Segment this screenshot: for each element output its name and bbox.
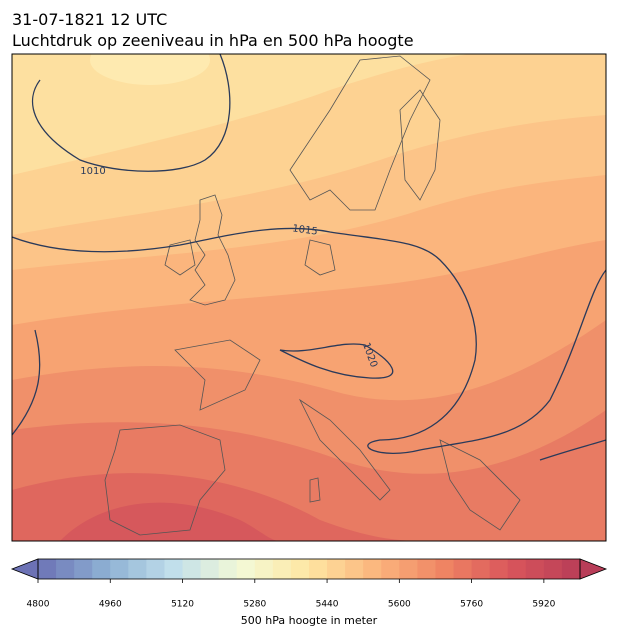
colorbar-segment (92, 559, 111, 579)
colorbar-segment (236, 559, 256, 579)
colorbar-segment (489, 559, 509, 579)
colorbar-segment (164, 559, 184, 579)
colorbar-tick-label: 5280 (243, 600, 266, 610)
colorbar-tick-label: 5600 (388, 600, 411, 610)
colorbar-segment (327, 559, 346, 579)
colorbar-segment (543, 559, 563, 579)
map: 1010 1015 1020 (12, 54, 606, 541)
colorbar-segment (254, 559, 274, 579)
colorbar-segment (363, 559, 382, 579)
colorbar-segment (38, 559, 57, 579)
colorbar-segment (381, 559, 400, 579)
colorbar-extend (10, 558, 39, 580)
colorbar-tick-label: 4960 (99, 600, 122, 610)
colorbar-tick-label: 5920 (532, 600, 555, 610)
colorbar-segment (110, 559, 129, 579)
colorbar-segment (272, 559, 292, 579)
colorbar-segment (507, 559, 527, 579)
colorbar-segment (435, 559, 455, 579)
colorbar-segment (309, 559, 328, 579)
colorbar-segment (146, 559, 165, 579)
colorbar: 4800 4960 5120 5280 5440 5600 5760 5920 (10, 558, 608, 610)
colorbar-segment (561, 559, 581, 579)
colorbar-tick-label: 5760 (460, 600, 483, 610)
colorbar-segment (399, 559, 418, 579)
colorbar-segment (345, 559, 364, 579)
colorbar-extend (579, 558, 608, 580)
colorbar-segment (453, 559, 473, 579)
colorbar-tick-label: 5440 (316, 600, 339, 610)
colorbar-segment (417, 559, 436, 579)
subtitle: Luchtdruk op zeeniveau in hPa en 500 hPa… (12, 31, 414, 50)
colorbar-tick-label: 4800 (27, 600, 50, 610)
colorbar-segment (525, 559, 545, 579)
colorbar-segment (471, 559, 491, 579)
colorbar-segment (218, 559, 238, 579)
colorbar-frame (37, 558, 581, 580)
colorbar-segment (56, 559, 75, 579)
colorbar-tick-label: 5120 (171, 600, 194, 610)
colorbar-segment (290, 559, 310, 579)
title: 31-07-1821 12 UTC (12, 10, 167, 29)
colorbar-segment (200, 559, 220, 579)
map-frame (11, 53, 607, 542)
colorbar-segment (128, 559, 147, 579)
isobar-label: 1010 (80, 166, 105, 177)
colorbar-label: 500 hPa hoogte in meter (241, 614, 378, 627)
colorbar-segment (182, 559, 202, 579)
isobar-label: 1015 (292, 223, 319, 237)
colorbar-segment (74, 559, 93, 579)
